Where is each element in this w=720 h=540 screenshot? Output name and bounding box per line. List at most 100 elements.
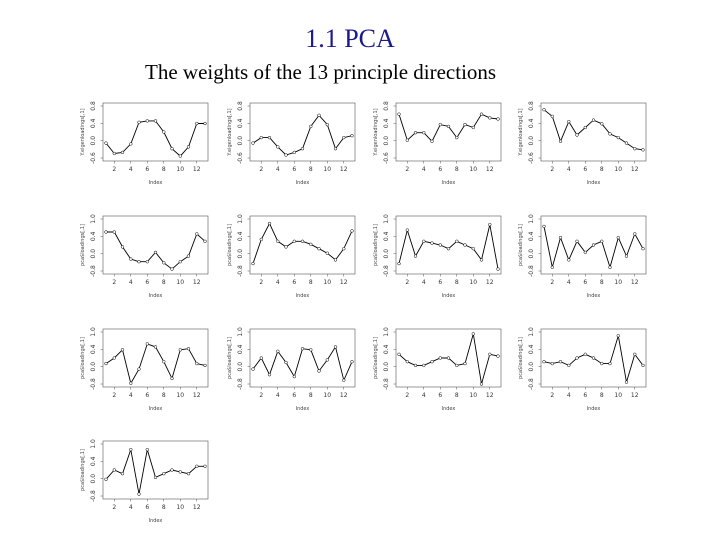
data-point	[616, 135, 620, 140]
y-axis-label: pca$loadings[,1]	[80, 224, 86, 266]
x-tick-label: 12	[340, 392, 348, 399]
x-tick-label: 8	[309, 279, 313, 286]
x-tick-label: 2	[405, 392, 409, 399]
y-tick-label: -0.8	[237, 378, 244, 390]
y-axis-label: Y.eigenloadings[,1]	[80, 108, 86, 156]
panel-frame	[540, 102, 647, 162]
x-tick-label: 12	[340, 279, 348, 286]
x-tick-label: 2	[112, 279, 116, 286]
data-point	[112, 230, 116, 234]
data-point	[284, 153, 288, 157]
data-point	[641, 148, 645, 152]
data-point	[600, 239, 604, 243]
x-tick-label: 4	[567, 392, 571, 399]
y-tick-label: -0.6	[90, 152, 97, 164]
y-tick-label: 0.0	[90, 136, 97, 146]
panel-12: 2 4 6 8 10 12 Index -0.8 0.0 0.4 1.0 pca$loadings[,…	[518, 327, 647, 412]
series-line	[252, 345, 353, 382]
x-axis-label: Index	[442, 180, 456, 186]
x-tick-label: 10	[614, 279, 622, 286]
data-point	[333, 258, 338, 262]
y-tick-label: -0.8	[528, 378, 535, 390]
y-tick-label: 0.0	[237, 136, 244, 146]
y-tick-label: 0.4	[90, 344, 97, 354]
data-point	[195, 121, 199, 126]
data-point	[325, 122, 329, 127]
y-tick-label: 0.0	[383, 136, 390, 146]
x-axis-label: Index	[296, 406, 310, 412]
data-point	[413, 254, 418, 258]
x-tick-label: 2	[112, 166, 116, 173]
data-point	[455, 239, 459, 243]
panel-4: 2 4 6 8 10 12 Index -0.6 0.0 0.4 0.8 Y.eigenloading…	[518, 101, 647, 186]
y-tick-label: -0.8	[90, 490, 97, 502]
data-point	[342, 378, 346, 382]
data-point	[479, 258, 484, 262]
data-point	[397, 352, 401, 356]
x-tick-label: 6	[145, 279, 149, 286]
data-point	[616, 334, 620, 338]
x-tick-label: 12	[193, 504, 201, 511]
data-point	[178, 154, 182, 158]
x-tick-label: 6	[583, 279, 587, 286]
data-point	[251, 141, 255, 145]
data-point	[342, 135, 346, 140]
data-point	[550, 361, 554, 366]
x-tick-label: 6	[583, 392, 587, 399]
data-point	[591, 243, 596, 247]
x-tick-label: 12	[486, 166, 494, 173]
data-point	[430, 139, 434, 143]
data-point	[186, 347, 191, 351]
data-point	[178, 260, 182, 264]
data-point	[251, 367, 255, 371]
y-tick-label: -0.8	[528, 265, 535, 277]
panel-5: 2 4 6 8 10 12 Index -0.8 0.0 0.4 1.0 pca$loadings[,…	[80, 214, 209, 299]
panel-frame	[102, 102, 209, 162]
data-point	[591, 118, 596, 122]
y-tick-label: 0.4	[383, 231, 390, 241]
x-tick-label: 4	[567, 279, 571, 286]
y-axis-label: Y.eigenloadings[,1]	[518, 108, 524, 156]
data-point	[567, 119, 571, 124]
y-tick-label: 1.0	[383, 327, 390, 337]
x-tick-label: 4	[129, 504, 133, 511]
y-tick-label: 1.0	[237, 327, 244, 337]
x-tick-label: 8	[162, 166, 166, 173]
x-tick-label: 10	[323, 279, 331, 286]
data-point	[575, 356, 579, 360]
y-tick-label: -0.8	[237, 265, 244, 277]
y-tick-label: 0.0	[528, 249, 535, 259]
x-tick-label: 10	[176, 504, 184, 511]
data-point	[633, 147, 637, 151]
x-tick-label: 12	[193, 166, 201, 173]
x-tick-label: 12	[193, 392, 201, 399]
x-tick-label: 2	[112, 392, 116, 399]
data-point	[608, 361, 612, 366]
data-point	[300, 147, 305, 151]
data-point	[170, 468, 174, 472]
data-point	[153, 345, 158, 349]
data-point	[413, 131, 418, 135]
data-point	[455, 363, 459, 368]
y-tick-label: 1.0	[90, 214, 97, 224]
panel-frame	[102, 215, 209, 275]
x-tick-label: 4	[422, 392, 426, 399]
data-point	[292, 150, 296, 155]
panel-11: 2 4 6 8 10 12 Index -0.8 0.0 0.4 1.0 pca$loadings[,…	[373, 327, 502, 412]
y-tick-label: 1.0	[90, 327, 97, 337]
x-tick-label: 10	[614, 392, 622, 399]
x-tick-label: 4	[129, 166, 133, 173]
y-tick-label: 0.0	[383, 362, 390, 372]
x-tick-label: 12	[631, 392, 639, 399]
data-point	[325, 251, 329, 255]
x-axis-label: Index	[587, 406, 601, 412]
data-point	[333, 345, 338, 349]
x-tick-label: 8	[162, 504, 166, 511]
y-tick-label: 0.4	[383, 344, 390, 354]
data-point	[600, 122, 604, 126]
x-tick-label: 6	[438, 279, 442, 286]
data-point	[309, 242, 313, 246]
data-point	[591, 356, 596, 360]
x-tick-label: 2	[259, 279, 263, 286]
